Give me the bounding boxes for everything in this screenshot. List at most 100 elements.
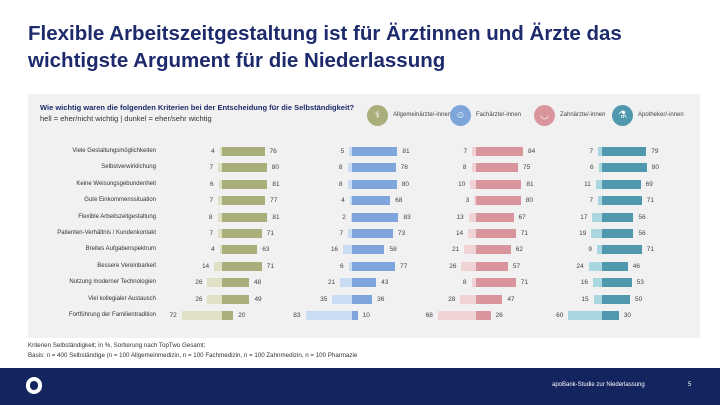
bar-dark (352, 212, 399, 222)
bar-dark (602, 278, 632, 288)
value-light: 13 (456, 213, 464, 221)
bar-light (219, 147, 222, 156)
value-light: 6 (590, 164, 594, 172)
value-dark: 71 (646, 197, 654, 205)
bar-dark (476, 278, 516, 288)
value-light: 11 (584, 180, 591, 188)
value-dark: 77 (400, 262, 408, 270)
value-light: 35 (320, 295, 328, 303)
value-light: 8 (338, 164, 343, 172)
value-dark: 43 (381, 279, 389, 287)
value-dark: 69 (645, 180, 653, 188)
bar-dark (602, 212, 634, 222)
bar-light (461, 261, 476, 271)
value-dark: 83 (403, 213, 411, 221)
bar-dark (222, 245, 258, 255)
tooth-icon: ◡ (534, 104, 555, 126)
value-light: 8 (208, 213, 213, 221)
legend-label: Fachärzte/-innen (476, 112, 522, 118)
bar-dark (222, 212, 268, 222)
value-dark: 80 (651, 164, 660, 172)
bar-light (340, 278, 352, 288)
value-light: 15 (581, 295, 589, 303)
bar-dark (352, 245, 385, 255)
value-dark: 63 (262, 246, 270, 254)
value-dark: 50 (635, 295, 643, 303)
bar-light (593, 278, 602, 288)
bar-light (598, 147, 602, 156)
value-dark: 62 (515, 246, 523, 254)
category-label: Bessere Vereinbarkeit (97, 262, 156, 269)
value-dark: 56 (638, 213, 646, 221)
bar-light (593, 294, 602, 304)
bar-dark (602, 179, 641, 189)
bar-light (214, 261, 222, 271)
bar-dark (602, 311, 619, 320)
value-light: 24 (576, 262, 584, 270)
value-dark: 47 (507, 295, 515, 303)
value-dark: 57 (512, 262, 521, 270)
value-light: 8 (338, 180, 343, 188)
value-dark: 84 (528, 148, 536, 155)
bar-dark (476, 179, 522, 189)
bar-light (471, 278, 476, 288)
value-light: 68 (425, 312, 433, 319)
legend-label: Apotheker/-innen (638, 112, 684, 118)
bar-dark (476, 311, 491, 320)
category-label: Viele Gestaltungsmöglichkeiten (72, 148, 156, 154)
value-light: 7 (589, 197, 594, 205)
value-dark: 58 (389, 246, 397, 254)
bar-light (595, 179, 602, 189)
value-dark: 79 (651, 148, 659, 155)
value-light: 19 (579, 230, 587, 237)
value-light: 6 (210, 180, 214, 188)
value-dark: 71 (520, 230, 528, 237)
legend-item: ◡ Zahnärzte/-innen (534, 104, 605, 126)
value-dark: 81 (272, 213, 280, 221)
value-dark: 81 (526, 180, 534, 188)
legend-item: ☺ Fachärzte/-innen (450, 104, 521, 126)
value-dark: 81 (402, 148, 410, 155)
value-light: 2 (342, 213, 346, 221)
bar-light (349, 147, 352, 156)
bar-light (347, 163, 352, 173)
value-light: 14 (455, 230, 464, 237)
bar-light (349, 196, 352, 206)
bar-light (218, 179, 222, 189)
bar-light (207, 278, 222, 288)
value-light: 17 (580, 213, 588, 221)
bar-light (350, 212, 352, 222)
bar-light (596, 245, 602, 255)
page-number: 5 (688, 382, 692, 388)
bar-dark (222, 294, 250, 304)
bar-dark (222, 196, 266, 206)
value-light: 16 (580, 279, 589, 287)
value-light: 21 (452, 246, 460, 254)
bar-light (598, 196, 602, 206)
bar-light (218, 163, 222, 173)
value-dark: 75 (523, 164, 531, 172)
bar-dark (476, 245, 511, 255)
value-light: 10 (458, 180, 466, 188)
mortar-icon: ⚗ (612, 104, 633, 126)
value-dark: 78 (400, 164, 408, 172)
value-dark: 56 (638, 230, 646, 237)
value-light: 7 (589, 148, 594, 155)
bar-dark (352, 278, 377, 288)
bar-light (468, 212, 476, 222)
category-label: Nutzung moderner Technologien (69, 279, 156, 286)
value-light: 83 (293, 312, 301, 319)
bar-dark (602, 196, 642, 206)
legend-item: ⚗ Apotheker/-innen (612, 104, 684, 126)
bar-dark (476, 229, 516, 238)
footnote-line2: Basis: n = 400 Selbständige (n = 100 All… (28, 352, 358, 359)
bar-dark (602, 163, 647, 173)
bar-dark (476, 261, 508, 271)
value-light: 60 (556, 312, 564, 319)
bar-dark (602, 147, 647, 156)
legend-label: Zahnärzte/-innen (560, 112, 606, 118)
apobank-logo (26, 377, 42, 394)
value-light: 7 (209, 164, 214, 172)
value-dark: 80 (525, 197, 534, 205)
bar-light (181, 311, 222, 320)
